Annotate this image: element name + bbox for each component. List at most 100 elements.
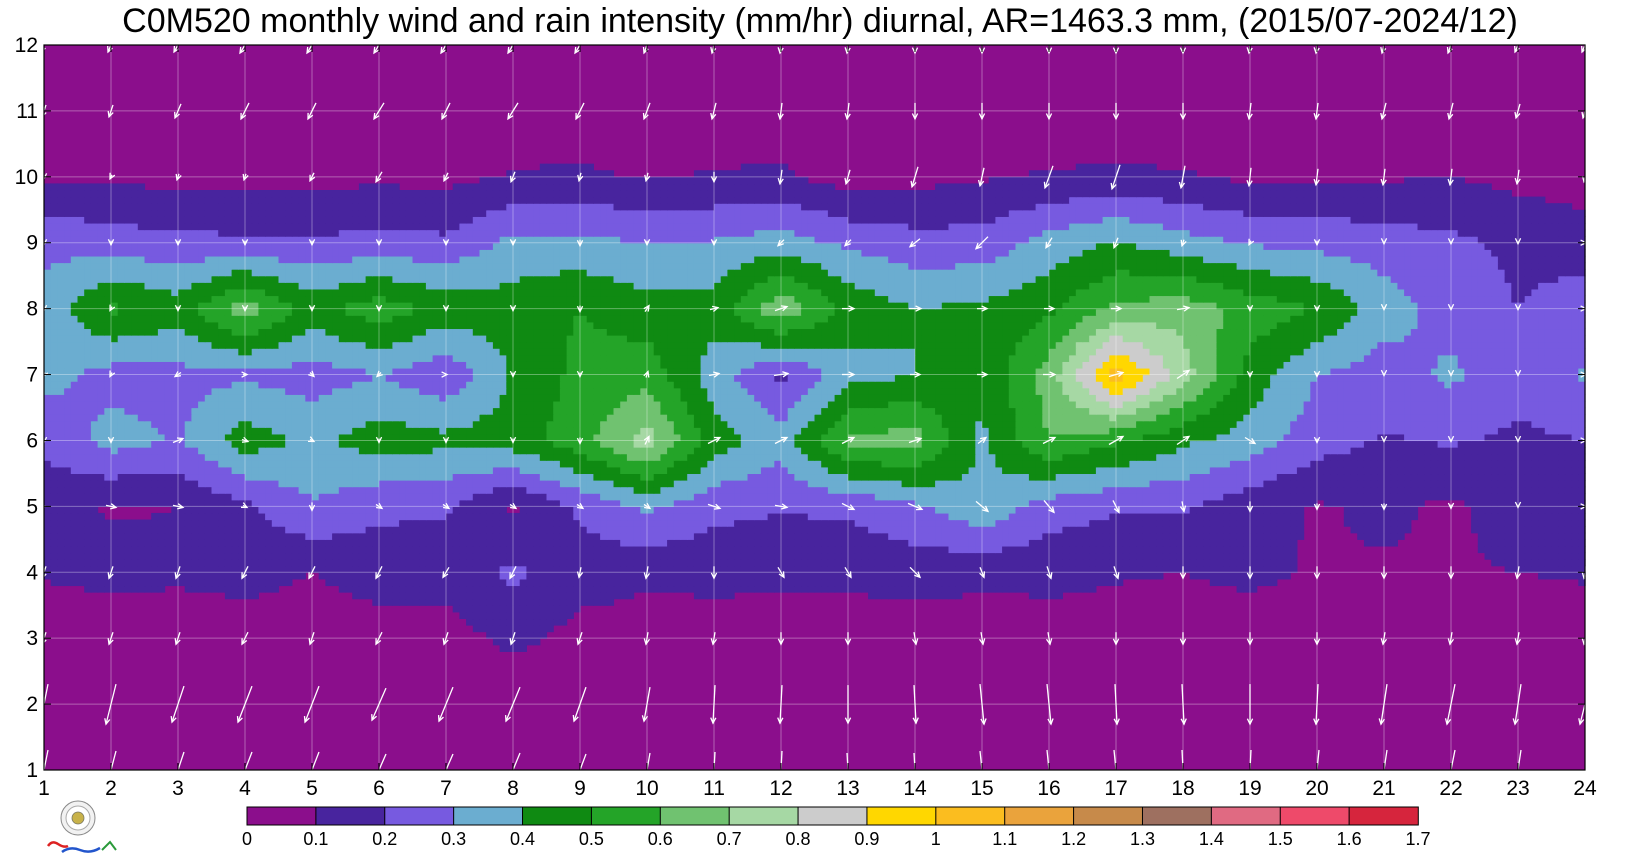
contour-cell [392, 545, 400, 554]
contour-cell [278, 466, 286, 475]
contour-cell [680, 539, 688, 547]
contour-cell [218, 532, 226, 540]
contour-cell [1390, 526, 1398, 534]
contour-cell [392, 486, 400, 494]
contour-cell [513, 440, 521, 448]
contour-cell [265, 499, 273, 507]
contour-cell [1109, 506, 1117, 514]
contour-cell [519, 440, 527, 448]
contour-cell [908, 519, 916, 527]
contour-cell [111, 578, 119, 587]
contour-cell [1558, 499, 1566, 507]
contour-cell [593, 545, 601, 554]
contour-cell [1518, 532, 1526, 540]
contour-cell [566, 473, 574, 481]
contour-cell [358, 480, 367, 488]
contour-cell [1169, 473, 1177, 481]
contour-cell [747, 440, 755, 448]
contour-cell [740, 493, 749, 501]
contour-cell [519, 572, 527, 580]
contour-cell [499, 460, 507, 468]
contour-cell [312, 545, 320, 554]
contour-cell [1410, 493, 1419, 501]
contour-cell [84, 447, 92, 455]
contour-cell [70, 532, 79, 540]
contour-cell [861, 565, 869, 573]
contour-cell [44, 453, 52, 461]
contour-cell [1343, 493, 1352, 501]
contour-cell [1129, 486, 1137, 494]
contour-cell [1544, 499, 1553, 507]
contour-cell [606, 598, 615, 606]
contour-cell [888, 506, 896, 514]
contour-cell [1149, 552, 1157, 560]
contour-cell [1209, 493, 1218, 501]
contour-cell [720, 532, 728, 540]
contour-cell [928, 480, 936, 488]
contour-cell [278, 572, 286, 580]
contour-cell [1062, 473, 1070, 481]
contour-cell [680, 447, 688, 455]
contour-cell [1015, 499, 1023, 507]
contour-cell [1551, 552, 1559, 560]
contour-cell [439, 460, 447, 468]
contour-cell [693, 532, 702, 540]
contour-cell [1524, 532, 1532, 540]
contour-cell [995, 506, 1003, 514]
contour-cell [868, 440, 876, 448]
contour-cell [131, 519, 139, 527]
contour-cell [352, 545, 360, 554]
contour-cell [781, 585, 789, 593]
contour-cell [472, 486, 481, 494]
contour-cell [50, 545, 58, 554]
contour-cell [44, 473, 52, 481]
contour-cell [1002, 565, 1010, 573]
contour-cell [271, 466, 280, 475]
contour-cell [1276, 519, 1285, 527]
contour-cell [412, 598, 420, 606]
contour-cell [888, 519, 896, 527]
contour-cell [1564, 559, 1573, 567]
contour-cell [559, 512, 568, 521]
contour-cell [1250, 559, 1258, 567]
contour-cell [881, 466, 889, 475]
contour-cell [312, 453, 320, 461]
contour-cell [472, 611, 481, 620]
contour-cell [144, 572, 152, 580]
contour-cell [405, 545, 414, 554]
contour-cell [1236, 499, 1244, 507]
contour-cell [90, 585, 99, 593]
contour-cell [834, 460, 842, 468]
contour-cell [814, 519, 822, 527]
contour-cell [278, 480, 286, 488]
contour-cell [1270, 526, 1278, 534]
contour-cell [807, 559, 816, 567]
contour-cell [995, 466, 1003, 475]
contour-cell [425, 453, 434, 461]
contour-cell [600, 447, 608, 455]
contour-cell [425, 493, 434, 501]
contour-cell [928, 440, 936, 448]
contour-cell [1129, 526, 1137, 534]
contour-cell [566, 545, 574, 554]
contour-cell [459, 545, 467, 554]
contour-cell [539, 486, 548, 494]
contour-cell [1116, 440, 1124, 448]
contour-cell [1055, 460, 1063, 468]
contour-cell [1022, 552, 1030, 560]
contour-cell [519, 618, 527, 626]
contour-cell [137, 499, 146, 507]
contour-cell [1149, 486, 1157, 494]
contour-cell [1042, 526, 1050, 534]
contour-cell [613, 447, 621, 455]
contour-cell [975, 526, 983, 534]
contour-cell [586, 545, 594, 554]
contour-cell [821, 526, 829, 534]
contour-cell [151, 480, 159, 488]
contour-cell [231, 526, 239, 534]
contour-cell [1330, 460, 1338, 468]
contour-cell [1203, 480, 1211, 488]
contour-cell [1524, 453, 1532, 461]
contour-cell [814, 526, 822, 534]
contour-cell [157, 440, 166, 448]
